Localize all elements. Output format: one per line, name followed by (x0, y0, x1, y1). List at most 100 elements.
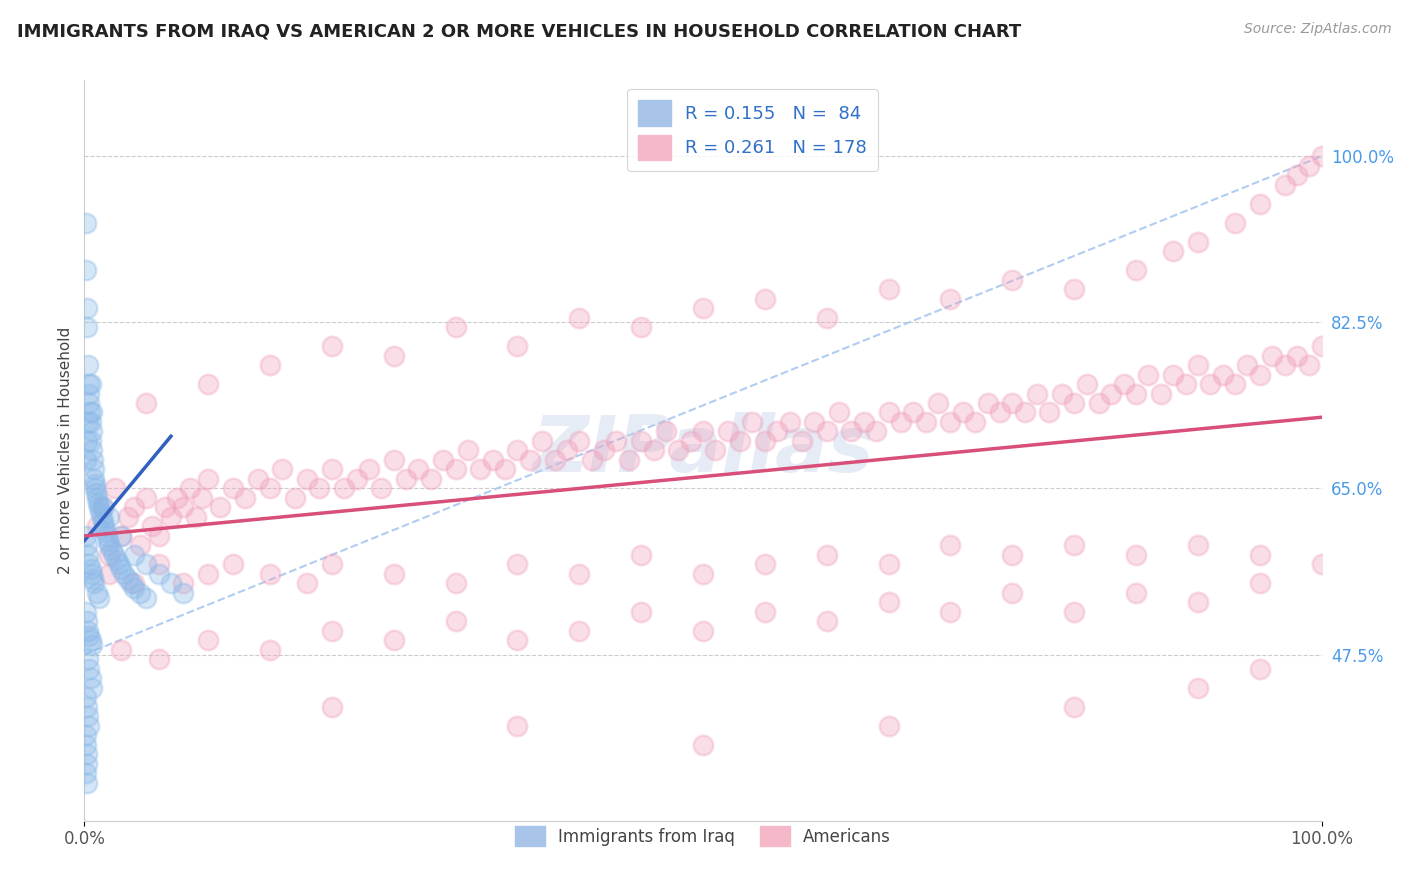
Point (89, 591, 111, 605)
Point (877, 719, 900, 733)
Point (86, 491, 108, 505)
Point (1161, 244, 1184, 259)
Point (75, 605, 97, 619)
Point (1063, 699, 1085, 714)
Point (1249, 548, 1271, 562)
Point (1274, 358, 1296, 372)
Point (754, 558, 776, 572)
Point (259, 482, 281, 496)
Point (828, 405, 851, 419)
Point (103, 548, 125, 562)
Point (110, 562, 132, 576)
Point (444, 320, 467, 334)
Text: IMMIGRANTS FROM IRAQ VS AMERICAN 2 OR MORE VEHICLES IN HOUSEHOLD CORRELATION CHA: IMMIGRANTS FROM IRAQ VS AMERICAN 2 OR MO… (17, 22, 1021, 40)
Point (457, 443, 479, 458)
Point (1249, 196, 1271, 211)
Point (914, 415, 936, 429)
Point (76, 615, 98, 629)
Point (87, 496, 110, 510)
Point (382, 566, 405, 581)
Point (1063, 605, 1085, 619)
Point (852, 415, 875, 429)
Point (543, 453, 565, 467)
Point (1261, 349, 1284, 363)
Point (321, 558, 343, 572)
Point (179, 482, 201, 496)
Point (1310, 149, 1333, 163)
Point (259, 642, 281, 657)
Point (952, 405, 974, 419)
Point (470, 462, 492, 476)
Point (1187, 235, 1209, 249)
Point (939, 292, 962, 306)
Point (1223, 377, 1246, 392)
Point (94, 524, 117, 538)
Point (1099, 386, 1122, 401)
Point (692, 425, 714, 439)
Point (779, 415, 801, 429)
Point (568, 624, 591, 638)
Point (80, 566, 103, 581)
Point (80, 681, 103, 695)
Point (75, 728, 97, 742)
Point (79, 719, 101, 733)
Point (965, 415, 987, 429)
Point (246, 472, 269, 486)
Point (1161, 368, 1184, 382)
Point (1063, 282, 1085, 296)
Point (790, 434, 813, 448)
Point (79, 377, 101, 392)
Text: ZIPallas: ZIPallas (531, 412, 875, 489)
Point (333, 482, 356, 496)
Point (148, 566, 170, 581)
Point (1310, 558, 1333, 572)
Point (120, 576, 142, 591)
Point (112, 566, 135, 581)
Legend: Immigrants from Iraq, Americans: Immigrants from Iraq, Americans (508, 820, 898, 853)
Point (75, 263, 97, 277)
Point (117, 572, 139, 586)
Point (197, 566, 219, 581)
Point (172, 576, 194, 591)
Point (666, 443, 689, 458)
Point (1274, 178, 1296, 192)
Point (494, 462, 516, 476)
Point (1001, 586, 1024, 600)
Point (79, 562, 101, 576)
Point (815, 548, 838, 562)
Point (83, 576, 105, 591)
Point (903, 405, 925, 419)
Point (1174, 377, 1197, 392)
Point (655, 425, 678, 439)
Point (519, 453, 541, 467)
Point (79, 558, 101, 572)
Point (122, 500, 145, 515)
Point (89, 500, 111, 515)
Point (295, 472, 318, 486)
Point (79, 671, 101, 685)
Point (630, 548, 652, 562)
Point (83, 472, 105, 486)
Point (815, 615, 838, 629)
Point (321, 462, 343, 476)
Point (506, 719, 529, 733)
Point (93, 519, 115, 533)
Point (84, 482, 107, 496)
Point (927, 396, 949, 410)
Point (877, 595, 900, 609)
Point (75, 738, 97, 752)
Point (160, 576, 183, 591)
Point (191, 491, 214, 505)
Point (110, 642, 132, 657)
Point (75, 216, 97, 230)
Point (1249, 576, 1271, 591)
Point (83, 462, 105, 476)
Point (135, 591, 157, 605)
Point (82, 443, 104, 458)
Y-axis label: 2 or more Vehicles in Household: 2 or more Vehicles in Household (58, 326, 73, 574)
Point (630, 605, 652, 619)
Point (531, 434, 554, 448)
Point (1063, 396, 1085, 410)
Point (1298, 159, 1320, 173)
Point (79, 629, 101, 643)
